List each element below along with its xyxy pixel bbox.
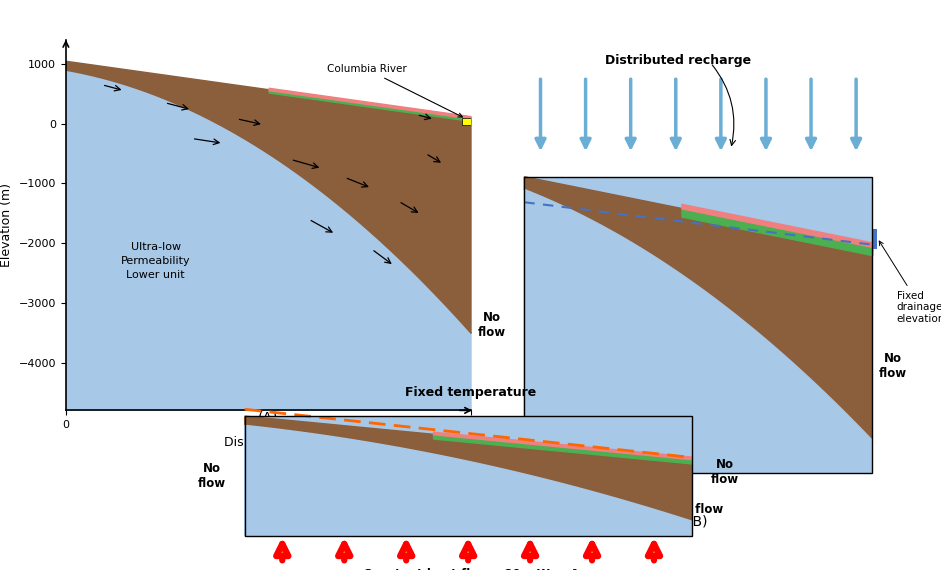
Polygon shape [524, 177, 872, 440]
Text: Fixed
drainage
elevation: Fixed drainage elevation [879, 241, 941, 324]
Bar [524, 177, 872, 473]
Polygon shape [245, 416, 692, 521]
Text: Columbia River: Columbia River [327, 64, 462, 117]
Text: (A): (A) [258, 410, 279, 425]
Polygon shape [245, 425, 692, 536]
Bar [461, 118, 470, 125]
Text: Distributed recharge: Distributed recharge [605, 54, 751, 67]
Text: Constant heat flux = 80 mW m⁻²: Constant heat flux = 80 mW m⁻² [363, 568, 578, 570]
Bar [872, 229, 877, 249]
Text: No flow: No flow [673, 503, 724, 516]
Bar [245, 416, 692, 536]
Text: No
flow: No flow [198, 462, 226, 490]
Y-axis label: Elevation (m): Elevation (m) [0, 183, 13, 267]
Polygon shape [524, 189, 872, 473]
X-axis label: Distance (km): Distance (km) [224, 435, 312, 449]
Text: Fixed temperature: Fixed temperature [405, 386, 536, 399]
Text: Ultra-low
Permeability
Lower unit: Ultra-low Permeability Lower unit [121, 242, 191, 280]
Text: No
flow: No flow [879, 352, 906, 380]
Text: No
flow: No flow [710, 458, 739, 486]
Text: No
flow: No flow [478, 311, 506, 339]
Bar [524, 177, 872, 473]
Bar [245, 416, 692, 536]
Text: (B): (B) [688, 514, 709, 528]
